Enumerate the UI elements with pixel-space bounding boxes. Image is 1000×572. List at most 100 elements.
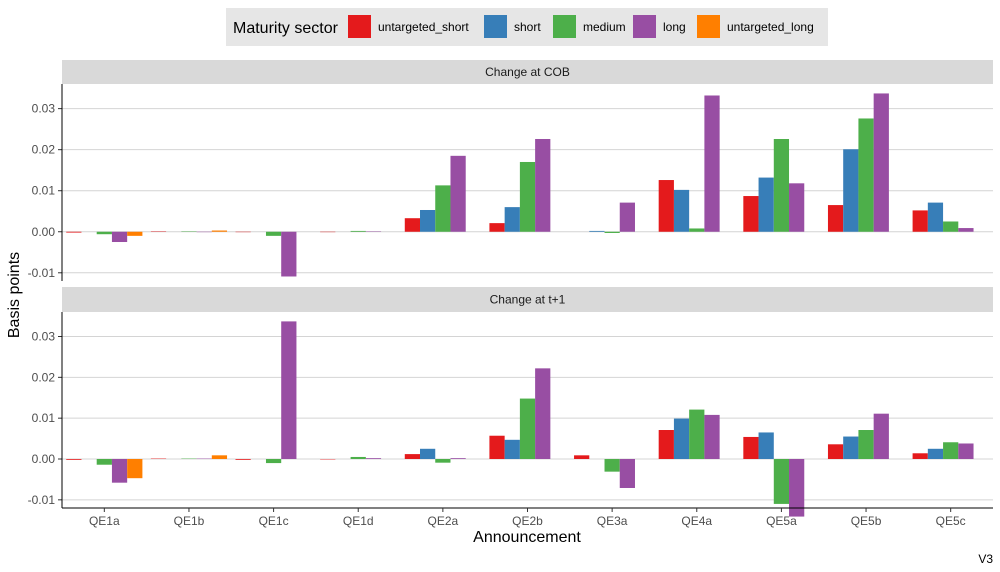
bar-medium-qe2a — [435, 185, 451, 232]
legend: Maturity sector untargeted_short short med… — [226, 8, 828, 46]
x-tick-label: QE3a — [597, 514, 628, 528]
bar-medium-qe2b — [519, 398, 536, 459]
bar-short-qe4a — [673, 189, 690, 232]
bar-medium-qe3a — [604, 459, 620, 472]
bar-short-qe2b — [504, 207, 520, 232]
bar-medium-qe5c — [943, 442, 959, 459]
x-axis-label: Announcement — [473, 529, 581, 546]
bar-untargeted-long-qe1b — [211, 455, 228, 459]
bars — [66, 93, 974, 277]
bar-short-qe5b — [843, 436, 859, 459]
chart-panels: Change at COB-0.010.000.010.020.03Change… — [28, 60, 993, 517]
bar-medium-qe5b — [858, 430, 874, 459]
bar-untargeted-short-qe2a — [404, 454, 421, 459]
x-tick-label: QE2b — [512, 514, 543, 528]
legend-swatch-untargeted-short — [348, 15, 371, 38]
bar-medium-qe1a — [96, 459, 112, 465]
bar-long-qe1a — [111, 231, 128, 243]
bar-short-qe5c — [927, 448, 944, 459]
x-tick-label: QE1d — [343, 514, 374, 528]
bar-long-qe1c — [281, 231, 297, 277]
legend-background — [226, 8, 828, 46]
bar-medium-qe1c — [265, 231, 282, 236]
bar-untargeted-long-qe1a — [127, 231, 143, 236]
bar-long-qe4a — [704, 414, 720, 459]
bars — [66, 321, 974, 517]
bar-medium-qe2a — [435, 459, 451, 463]
bar-long-qe5c — [958, 228, 974, 232]
bar-short-qe3a — [589, 230, 605, 232]
bar-short-qe2a — [420, 448, 436, 459]
bar-medium-qe3a — [604, 231, 620, 233]
bar-long-qe5b — [873, 413, 889, 459]
bar-untargeted-short-qe4a — [658, 180, 674, 232]
bar-long-qe2b — [535, 368, 551, 459]
bar-short-qe5a — [758, 177, 774, 232]
bar-untargeted-short-qe5b — [827, 444, 844, 459]
legend-swatch-medium — [553, 15, 576, 38]
bar-long-qe3a — [619, 202, 635, 232]
y-tick-label: -0.01 — [28, 266, 56, 280]
bar-medium-qe5c — [943, 221, 959, 232]
bar-untargeted-short-qe3a — [574, 455, 590, 459]
bar-medium-qe1a — [96, 231, 112, 235]
x-axis: QE1a QE1b QE1c QE1d QE2a QE2b QE3a QE4a QE5a QE5b… — [89, 508, 966, 528]
bar-medium-qe4a — [689, 228, 705, 232]
y-axis-label: Basis points — [6, 252, 23, 338]
panel-title: Change at t+1 — [490, 293, 566, 307]
bar-medium-qe5b — [858, 118, 874, 232]
legend-label-medium: medium — [583, 20, 626, 34]
bar-untargeted-short-qe5c — [912, 210, 928, 232]
y-tick-label: 0.01 — [32, 411, 56, 425]
x-tick-label: QE2a — [428, 514, 459, 528]
bar-untargeted-short-qe5a — [743, 196, 759, 232]
x-tick-label: QE4a — [681, 514, 712, 528]
legend-title: Maturity sector — [233, 20, 339, 37]
y-tick-label: 0.03 — [32, 330, 56, 344]
bar-long-qe5a — [789, 459, 805, 517]
panel-title: Change at COB — [485, 65, 570, 79]
bar-untargeted-short-qe2b — [489, 223, 505, 232]
legend-label-short: short — [514, 20, 541, 34]
panel-strip — [62, 60, 993, 84]
bar-long-qe2a — [450, 458, 466, 459]
bar-long-qe1a — [111, 459, 128, 483]
bar-short-qe5b — [843, 149, 859, 232]
bar-long-qe1d — [365, 458, 382, 459]
bar-short-qe2b — [504, 439, 520, 459]
legend-swatch-long — [633, 15, 656, 38]
x-tick-label: QE1c — [259, 514, 289, 528]
bar-medium-qe1c — [265, 459, 282, 464]
y-tick-label: 0.00 — [32, 225, 56, 239]
legend-label-long: long — [663, 20, 686, 34]
bar-untargeted-short-qe2a — [404, 218, 421, 232]
bar-medium-qe1d — [350, 230, 366, 232]
y-tick-label: 0.02 — [32, 143, 56, 157]
legend-items: untargeted_short short medium long untargete… — [348, 15, 814, 38]
bar-untargeted-short-qe2b — [489, 435, 505, 459]
bar-untargeted-long-qe1b — [211, 230, 228, 232]
bar-untargeted-short-qe4a — [658, 430, 674, 459]
bar-medium-qe2b — [519, 161, 536, 232]
legend-label-untargeted-short: untargeted_short — [378, 20, 469, 34]
bar-medium-qe5a — [773, 459, 790, 504]
bar-long-qe5a — [789, 183, 805, 232]
bar-long-qe3a — [619, 459, 635, 488]
bar-long-qe5b — [873, 93, 889, 232]
x-tick-label: QE5b — [851, 514, 882, 528]
legend-swatch-short — [484, 15, 507, 38]
x-tick-label: QE1b — [174, 514, 205, 528]
y-tick-label: 0.01 — [32, 184, 56, 198]
y-tick-label: -0.01 — [28, 493, 56, 507]
bar-long-qe1c — [281, 321, 297, 459]
caption: V3 — [978, 552, 993, 566]
panel-strip — [62, 287, 993, 312]
x-tick-label: QE5c — [936, 514, 966, 528]
x-tick-label: QE5a — [766, 514, 797, 528]
bar-long-qe5c — [958, 443, 974, 459]
panel-1: Change at COB -0.01 0.00 0.01 0.02 0.03 — [28, 60, 993, 281]
bar-medium-qe4a — [689, 409, 705, 459]
bar-untargeted-short-qe5c — [912, 453, 928, 459]
y-tick-label: 0.03 — [32, 102, 56, 116]
